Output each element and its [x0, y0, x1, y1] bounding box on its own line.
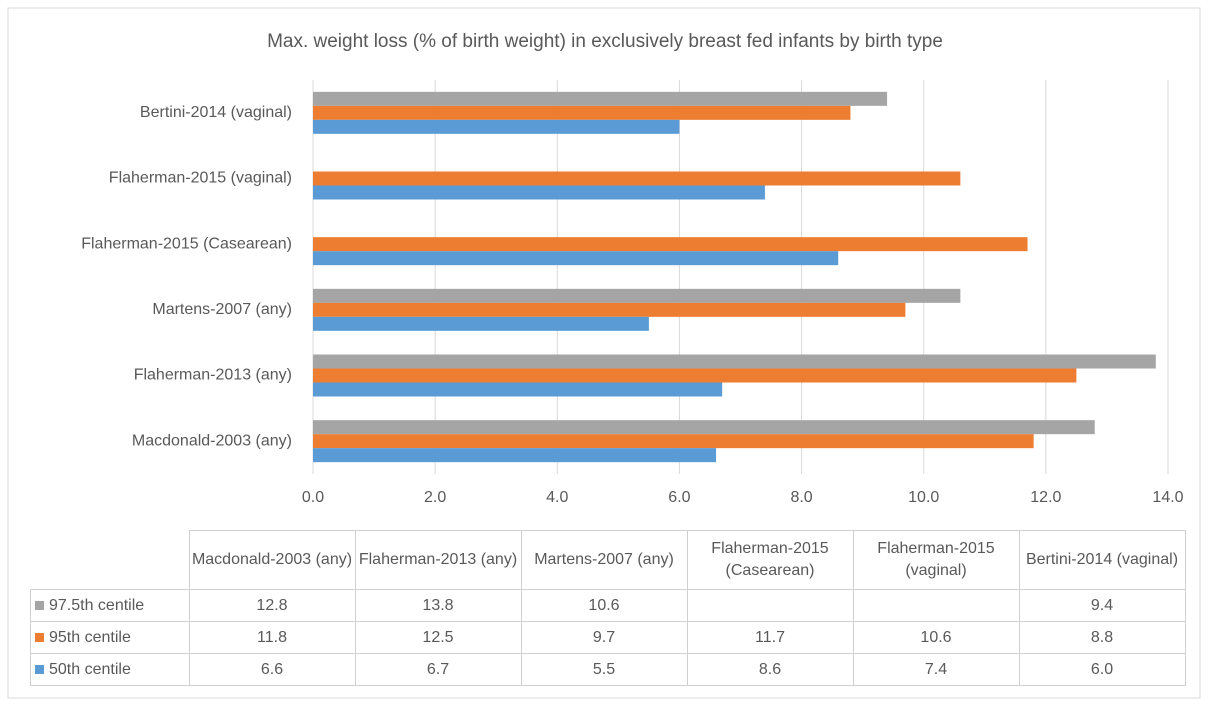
value-cell: 11.7: [686, 621, 854, 654]
legend-key: [35, 632, 44, 642]
value-cell: 5.5: [520, 653, 688, 686]
y-tick-label: Flaherman-2015 (vaginal): [109, 170, 292, 187]
value-cell: 6.6: [188, 653, 356, 686]
table-row: 95th centile 11.8 12.5 9.7 11.7 10.6 8.8: [30, 621, 1186, 654]
value-cell: 8.6: [686, 653, 854, 686]
y-tick-label: Macdonald-2003 (any): [132, 432, 292, 449]
x-tick-label: 6.0: [668, 489, 690, 506]
bar: [313, 316, 649, 331]
bar: [313, 185, 765, 200]
legend-label: 97.5th centile: [49, 596, 145, 614]
bar: [313, 119, 680, 134]
legend-key: [35, 600, 44, 610]
table-row: 97.5th centile 12.8 13.8 10.6 9.4: [30, 589, 1186, 622]
bar: [313, 354, 1156, 369]
legend-key: [35, 664, 44, 674]
bar: [313, 420, 1095, 435]
bar: [313, 448, 717, 463]
bar: [313, 434, 1034, 449]
category-header: Flaherman-2013 (any): [354, 530, 522, 590]
category-header: Flaherman-2015 (Casearean): [686, 530, 854, 590]
value-cell: [686, 589, 854, 622]
category-header: Flaherman-2015 (vaginal): [852, 530, 1020, 590]
y-tick-label: Bertini-2014 (vaginal): [140, 104, 292, 121]
y-tick-label: Martens-2007 (any): [152, 301, 292, 318]
legend-cell: 50th centile: [30, 653, 190, 686]
category-header: Bertini-2014 (vaginal): [1018, 530, 1186, 590]
value-cell: 12.8: [188, 589, 356, 622]
value-cell: 11.8: [188, 621, 356, 654]
bar: [313, 237, 1028, 252]
bar: [313, 368, 1077, 383]
value-cell: 9.7: [520, 621, 688, 654]
blank-cell: [30, 530, 190, 590]
bar: [313, 288, 961, 303]
value-cell: 6.7: [354, 653, 522, 686]
x-tick-label: 10.0: [908, 489, 939, 506]
value-cell: [852, 589, 1020, 622]
category-header: Macdonald-2003 (any): [188, 530, 356, 590]
x-tick-label: 4.0: [546, 489, 568, 506]
legend-label: 50th centile: [49, 660, 131, 678]
table-header: Macdonald-2003 (any) Flaherman-2013 (any)…: [30, 530, 1186, 590]
category-header: Martens-2007 (any): [520, 530, 688, 590]
x-tick-label: 14.0: [1152, 489, 1183, 506]
data-table: Macdonald-2003 (any) Flaherman-2013 (any)…: [30, 530, 1186, 686]
chart-title: Max. weight loss (% of birth weight) in …: [267, 31, 943, 52]
value-cell: 7.4: [852, 653, 1020, 686]
bar: [313, 91, 888, 106]
bar: [313, 382, 723, 397]
legend-cell: 97.5th centile: [30, 589, 190, 622]
x-tick-label: 2.0: [424, 489, 446, 506]
value-cell: 10.6: [852, 621, 1020, 654]
value-cell: 13.8: [354, 589, 522, 622]
legend-label: 95th centile: [49, 628, 131, 646]
bar: [313, 251, 839, 266]
value-cell: 6.0: [1018, 653, 1186, 686]
value-cell: 8.8: [1018, 621, 1186, 654]
y-tick-label: Flaherman-2015 (Casearean): [81, 235, 292, 252]
bar: [313, 105, 851, 120]
bar: [313, 302, 906, 317]
value-cell: 10.6: [520, 589, 688, 622]
value-cell: 9.4: [1018, 589, 1186, 622]
y-tick-label: Flaherman-2013 (any): [134, 367, 292, 384]
x-tick-label: 8.0: [790, 489, 812, 506]
bar: [313, 171, 961, 186]
value-cell: 12.5: [354, 621, 522, 654]
table-row: 50th centile 6.6 6.7 5.5 8.6 7.4 6.0: [30, 653, 1186, 686]
x-tick-label: 12.0: [1030, 489, 1061, 506]
x-tick-label: 0.0: [302, 489, 324, 506]
legend-cell: 95th centile: [30, 621, 190, 654]
